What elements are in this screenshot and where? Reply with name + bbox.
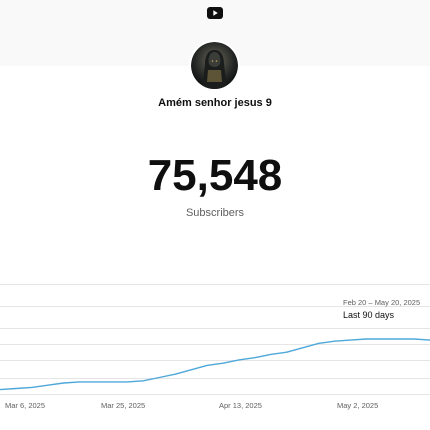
period-label: Last 90 days: [343, 310, 395, 320]
channel-name: Amém senhor jesus 9: [158, 97, 272, 109]
youtube-logo-icon[interactable]: [207, 7, 223, 19]
chart-x-tick-label: Apr 13, 2025: [219, 401, 262, 410]
subscriber-count: 75,548: [147, 151, 283, 200]
chart-x-tick-label: Mar 6, 2025: [5, 401, 45, 410]
subscriber-chart: Mar 6, 2025 Mar 25, 2025 Apr 13, 2025 May 2…: [0, 284, 430, 410]
subscriber-label: Subscribers: [185, 207, 245, 219]
channel-avatar-icon: [191, 42, 238, 89]
chart-x-tick-label: May 2, 2025: [337, 401, 378, 410]
channel-avatar[interactable]: [191, 42, 238, 89]
date-range: Feb 20 – May 20, 2025: [343, 298, 421, 307]
chart-series-line: [0, 338, 430, 391]
chart-x-tick-label: Mar 25, 2025: [101, 401, 145, 410]
